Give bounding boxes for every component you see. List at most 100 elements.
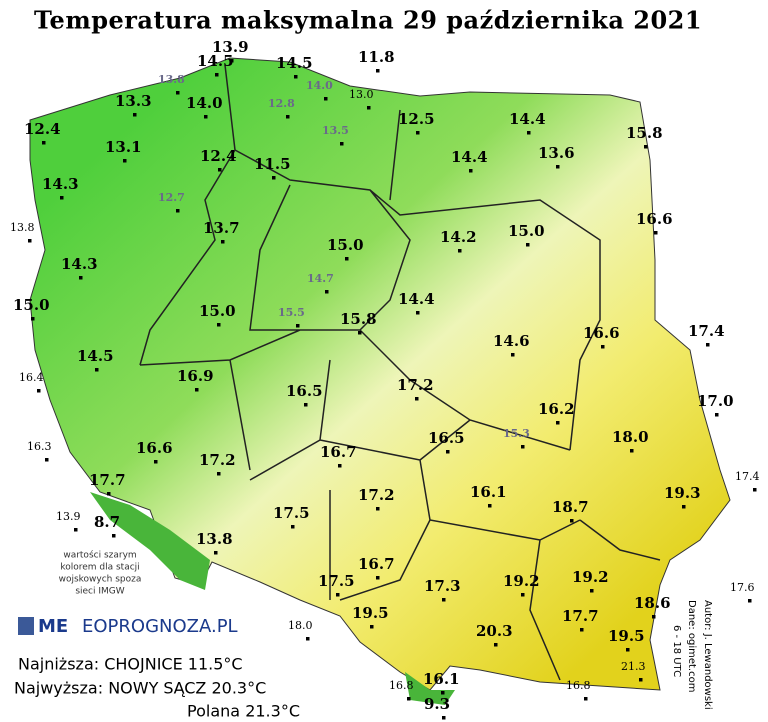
station-dot [442, 598, 446, 602]
station-dot [345, 257, 349, 261]
station-dot [217, 323, 221, 327]
station-value: 17.4 [688, 322, 725, 340]
station-value: 14.0 [306, 79, 333, 92]
station-dot [95, 368, 99, 372]
station-dot [60, 196, 64, 200]
station-value: 14.5 [77, 347, 114, 365]
station-dot [376, 576, 380, 580]
station-dot [336, 593, 340, 597]
station-dot [494, 643, 498, 647]
station-value: 13.8 [10, 221, 35, 234]
logo-text: ME [38, 616, 68, 637]
station-value: 16.6 [583, 324, 620, 342]
station-value: 13.5 [322, 124, 349, 137]
highest-extra: Polana 21.3°C [187, 702, 300, 721]
note-line: kolorem dla stacji [60, 563, 139, 573]
station-dot [511, 353, 515, 357]
station-value: 15.8 [626, 124, 663, 142]
station-dot [107, 492, 111, 496]
station-value: 18.0 [288, 619, 313, 632]
station-value: 16.5 [428, 429, 465, 447]
logo-icon [18, 617, 34, 635]
station-value: 15.0 [508, 222, 545, 240]
station-value: 14.4 [398, 290, 435, 308]
station-value: 13.7 [203, 219, 240, 237]
station-value: 16.8 [566, 679, 591, 692]
station-value: 11.8 [358, 48, 395, 66]
station-value: 13.3 [115, 92, 152, 110]
station-value: 17.7 [89, 471, 126, 489]
station-value: 13.8 [196, 530, 233, 548]
highest: Najwyższa: NOWY SĄCZ 20.3°C [14, 679, 266, 698]
station-value: 19.2 [572, 568, 609, 586]
station-value: 13.1 [105, 138, 142, 156]
station-dot [286, 115, 290, 119]
station-dot [272, 176, 276, 180]
station-value: 12.8 [268, 97, 295, 110]
station-value: 16.1 [470, 483, 507, 501]
station-dot [291, 525, 295, 529]
station-value: 17.6 [730, 581, 755, 594]
station-dot [488, 504, 492, 508]
station-dot [706, 343, 710, 347]
station-value: 13.0 [349, 88, 374, 101]
station-dot [639, 678, 643, 682]
note-line: sieci IMGW [75, 587, 124, 597]
station-value: 18.6 [634, 594, 671, 612]
station-dot [748, 599, 752, 603]
station-dot [42, 141, 46, 145]
station-dot [304, 403, 308, 407]
station-value: 19.3 [664, 484, 701, 502]
station-value: 17.5 [318, 572, 355, 590]
station-dot [458, 249, 462, 253]
station-dot [556, 165, 560, 169]
station-dot [416, 311, 420, 315]
station-value: 11.5 [254, 155, 291, 173]
neighbour-patch [90, 492, 210, 590]
station-dot [682, 505, 686, 509]
station-dot [644, 145, 648, 149]
station-dot [296, 324, 300, 328]
credit: Dane: ogimet.com [686, 600, 697, 692]
station-dot [28, 239, 32, 243]
station-dot [416, 131, 420, 135]
station-value: 14.4 [451, 148, 488, 166]
station-dot [407, 697, 411, 701]
station-value: 14.2 [440, 228, 477, 246]
station-value: 18.0 [612, 428, 649, 446]
station-dot [340, 142, 344, 146]
station-dot [580, 628, 584, 632]
station-dot [176, 91, 180, 95]
station-dot [376, 507, 380, 511]
note-line: wartości szarym [63, 550, 136, 561]
station-dot [123, 159, 127, 163]
station-value: 17.2 [199, 451, 236, 469]
station-value: 17.4 [735, 470, 760, 483]
station-value: 15.3 [503, 427, 530, 440]
credit: Autor: J. Lewandowski [702, 600, 713, 710]
station-dot [652, 615, 656, 619]
station-value: 14.7 [307, 272, 334, 285]
station-dot [176, 209, 180, 213]
station-dot [230, 59, 234, 63]
station-dot [217, 472, 221, 476]
station-dot [37, 389, 41, 393]
station-dot [584, 697, 588, 701]
station-value: 16.4 [19, 371, 44, 384]
station-value: 12.7 [158, 191, 185, 204]
station-dot [654, 231, 658, 235]
station-dot [527, 131, 531, 135]
station-dot [215, 73, 219, 77]
station-dot [294, 75, 298, 79]
credit: 6 - 18 UTC [671, 625, 682, 677]
station-value: 16.8 [389, 679, 414, 692]
station-dot [469, 169, 473, 173]
station-dot [204, 115, 208, 119]
station-dot [556, 421, 560, 425]
station-value: 14.5 [276, 54, 313, 72]
station-value: 14.3 [61, 255, 98, 273]
station-value: 14.4 [509, 110, 546, 128]
station-value: 17.7 [562, 607, 599, 625]
station-value: 15.0 [13, 296, 50, 314]
